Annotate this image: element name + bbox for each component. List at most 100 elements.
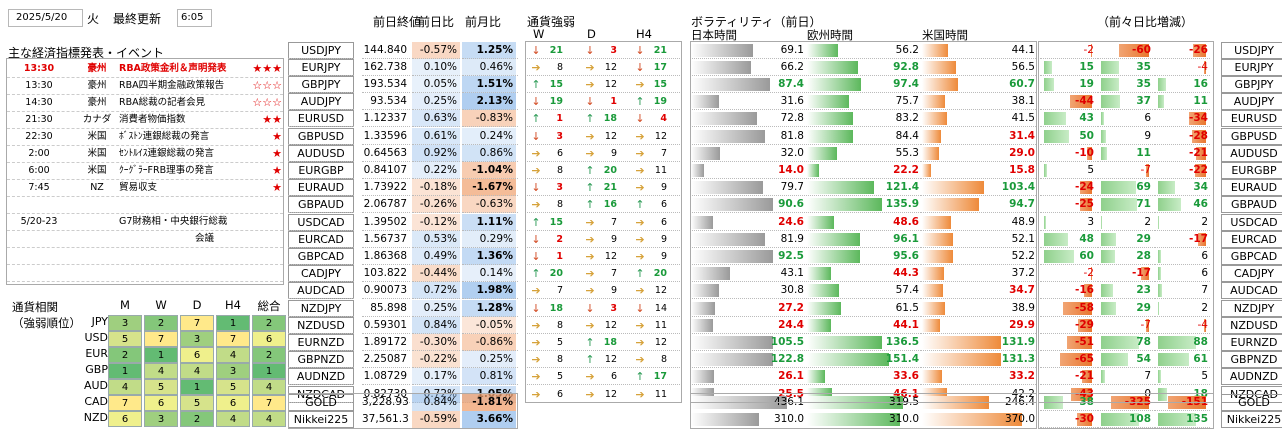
grid-line [921, 109, 1036, 111]
jp-vol-bar [691, 43, 754, 57]
jp-diff: 19 [1079, 77, 1094, 90]
strength-rank: 5 [180, 395, 214, 411]
right-arrow-icon: ➔ [585, 249, 595, 263]
eu-diff: 11 [1136, 146, 1151, 159]
grid-line [525, 177, 680, 179]
jp-vol-bar [691, 77, 770, 91]
jp-vol: 30.8 [780, 284, 804, 297]
grid-line [412, 298, 460, 300]
grid-line [690, 298, 805, 300]
pair-label: NZDUSD [1221, 316, 1282, 334]
grid-line [412, 177, 460, 179]
strength-count: 9 [660, 182, 667, 194]
pair-label: EURCAD [288, 230, 354, 248]
grid-line [525, 315, 680, 317]
us-vol: 38.1 [1011, 95, 1035, 108]
grid-line [525, 109, 680, 111]
grid-line [362, 246, 410, 248]
us-diff: 7 [1201, 284, 1208, 297]
grid-line [288, 160, 354, 162]
grid-line [288, 315, 354, 317]
strength-rank: 1 [252, 363, 286, 379]
grid-line [462, 212, 518, 214]
section-border [1038, 393, 1214, 429]
event-row: 会議 [7, 231, 283, 248]
jp-diff-bar [1044, 232, 1068, 246]
pair-label: NZDUSD [288, 316, 354, 334]
event-desc: RBA政策金利＆声明発表 [119, 63, 227, 74]
jp-vol: 43.1 [780, 267, 804, 280]
grid-line [690, 349, 805, 351]
grid-line [412, 367, 460, 369]
event-desc: RBA四半期金融政策報告 [119, 80, 225, 91]
grid-line [921, 281, 1036, 283]
strength-rank: 7 [144, 331, 178, 347]
us-diff: 46 [1193, 198, 1208, 211]
strength-count: 5 [556, 371, 563, 383]
event-time: 13:30 [23, 63, 55, 74]
grid-line [690, 263, 805, 265]
prev-close: 1.39502 [363, 215, 407, 228]
grid-line [1097, 281, 1153, 283]
grid-line [362, 177, 410, 179]
eu-diff: -17 [1132, 267, 1151, 280]
strength-count: 6 [556, 147, 563, 159]
day-change: 0.92% [412, 144, 460, 162]
grid-line [288, 229, 354, 231]
strength-header: 通貨強弱 [527, 15, 576, 29]
grid-line [1040, 332, 1096, 334]
right-arrow-icon: ➔ [585, 129, 595, 143]
eu-diff: 23 [1136, 284, 1151, 297]
jp-vol-bar [691, 198, 773, 212]
grid-line [462, 298, 518, 300]
grid-line [1154, 367, 1210, 369]
grid-line [1154, 109, 1210, 111]
right-arrow-icon: ➔ [635, 129, 645, 143]
event-time: 21:30 [25, 114, 53, 125]
event-time: 6:00 [28, 165, 50, 176]
strength-rank: 2 [108, 347, 142, 363]
strength-rank: 2 [252, 315, 286, 331]
prev-close: 193.534 [363, 77, 407, 90]
strength-count: 18 [549, 302, 563, 314]
grid-line [806, 109, 921, 111]
eu-vol-bar [807, 335, 883, 349]
us-vol-bar [922, 267, 945, 281]
grid-line [1040, 246, 1096, 248]
grid-line [362, 91, 410, 93]
right-arrow-icon: ➔ [635, 318, 645, 332]
eu-vol-bar [807, 413, 900, 426]
grid-line [1097, 74, 1153, 76]
jp-diff-bar [1044, 249, 1074, 263]
us-vol-bar [922, 413, 1022, 426]
eu-diff: 7 [1144, 370, 1151, 383]
us-vol: 37.2 [1011, 267, 1035, 280]
up-arrow-icon: ↑ [585, 335, 595, 349]
event-row: 6:00 米国 ｸｰｸﾞﾗｰFRB理事の発言 ★ [7, 163, 283, 180]
grid-line [806, 349, 921, 351]
pair-label: USDCAD [1221, 213, 1282, 231]
eu-vol: 48.6 [893, 215, 919, 228]
grid-line [1040, 109, 1096, 111]
section-border [690, 41, 1037, 403]
grid-line [1040, 160, 1096, 162]
section-border [690, 393, 1037, 429]
event-desc: ﾎﾞｽﾄﾝ連銀総裁の発言 [119, 131, 210, 142]
grid-line [288, 195, 354, 197]
prev-close: 3,228.93 [362, 396, 409, 408]
grid-line [690, 57, 805, 59]
down-arrow-icon: ↓ [585, 43, 595, 57]
grid-line [1097, 315, 1153, 317]
down-arrow-icon: ↓ [531, 181, 541, 195]
pair-label: EURCAD [1221, 230, 1282, 248]
grid-line [362, 109, 410, 111]
grid-line [806, 160, 921, 162]
jp-diff-bar [1059, 353, 1092, 367]
us-vol: 131.3 [1001, 353, 1035, 366]
us-vol: 29.0 [1009, 146, 1035, 159]
strength-count: 6 [556, 388, 563, 400]
grid-line [462, 143, 518, 145]
us-vol: 15.8 [1009, 163, 1035, 176]
eu-vol-bar [807, 249, 860, 263]
event-stars: ★ [272, 181, 282, 194]
